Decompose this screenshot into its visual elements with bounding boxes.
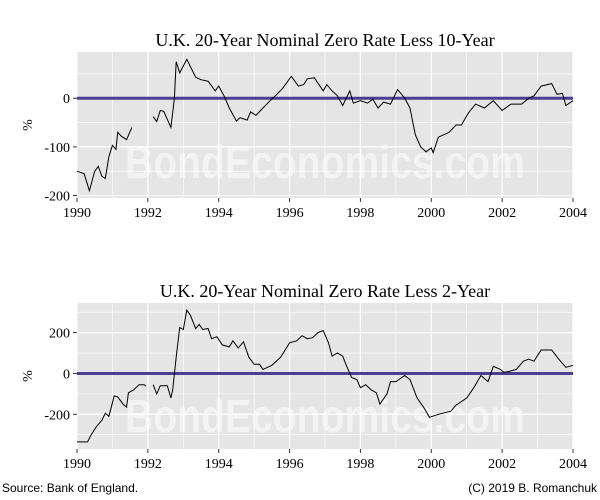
y-tick-label: -200: [44, 408, 70, 423]
x-tick-label: 2002: [488, 457, 516, 472]
series-line: [76, 127, 133, 193]
x-tick-label: 2000: [417, 206, 445, 221]
x-tick-label: 1998: [346, 457, 374, 472]
x-tick-label: 1996: [276, 457, 304, 472]
x-tick-label: 1992: [134, 206, 162, 221]
x-tick-label: 1992: [134, 457, 162, 472]
x-tick-label: 1990: [63, 457, 91, 472]
series-line: [152, 308, 574, 418]
x-tick-label: 1996: [276, 206, 304, 221]
y-tick-label: -100: [44, 141, 70, 156]
chart-title: U.K. 20-Year Nominal Zero Rate Less 2-Ye…: [160, 281, 490, 301]
watermark: BondEconomics.com: [125, 390, 525, 442]
x-tick-label: 2000: [417, 457, 445, 472]
source-note: Source: Bank of England.: [2, 481, 138, 495]
series-line: [77, 384, 147, 443]
x-tick-label: 1990: [63, 206, 91, 221]
x-tick-label: 2004: [559, 206, 587, 221]
x-tick-label: 1994: [205, 457, 233, 472]
x-tick-label: 2004: [559, 457, 587, 472]
chart-top: U.K. 20-Year Nominal Zero Rate Less 10-Y…: [21, 30, 587, 221]
y-tick-label: -200: [44, 190, 70, 205]
series-line: [152, 58, 574, 155]
x-tick-label: 2002: [488, 206, 516, 221]
copyright-note: (C) 2019 B. Romanchuk: [468, 481, 598, 495]
chart-bottom: U.K. 20-Year Nominal Zero Rate Less 2-Ye…: [21, 281, 587, 472]
chart-title: U.K. 20-Year Nominal Zero Rate Less 10-Y…: [155, 30, 494, 50]
y-axis-label: %: [21, 370, 36, 382]
y-tick-label: 200: [49, 327, 70, 342]
y-tick-label: 0: [63, 92, 70, 107]
y-tick-label: 0: [63, 367, 70, 382]
y-axis-label: %: [21, 119, 36, 131]
x-tick-label: 1998: [346, 206, 374, 221]
x-tick-label: 1994: [205, 206, 233, 221]
watermark: BondEconomics.com: [125, 136, 525, 188]
